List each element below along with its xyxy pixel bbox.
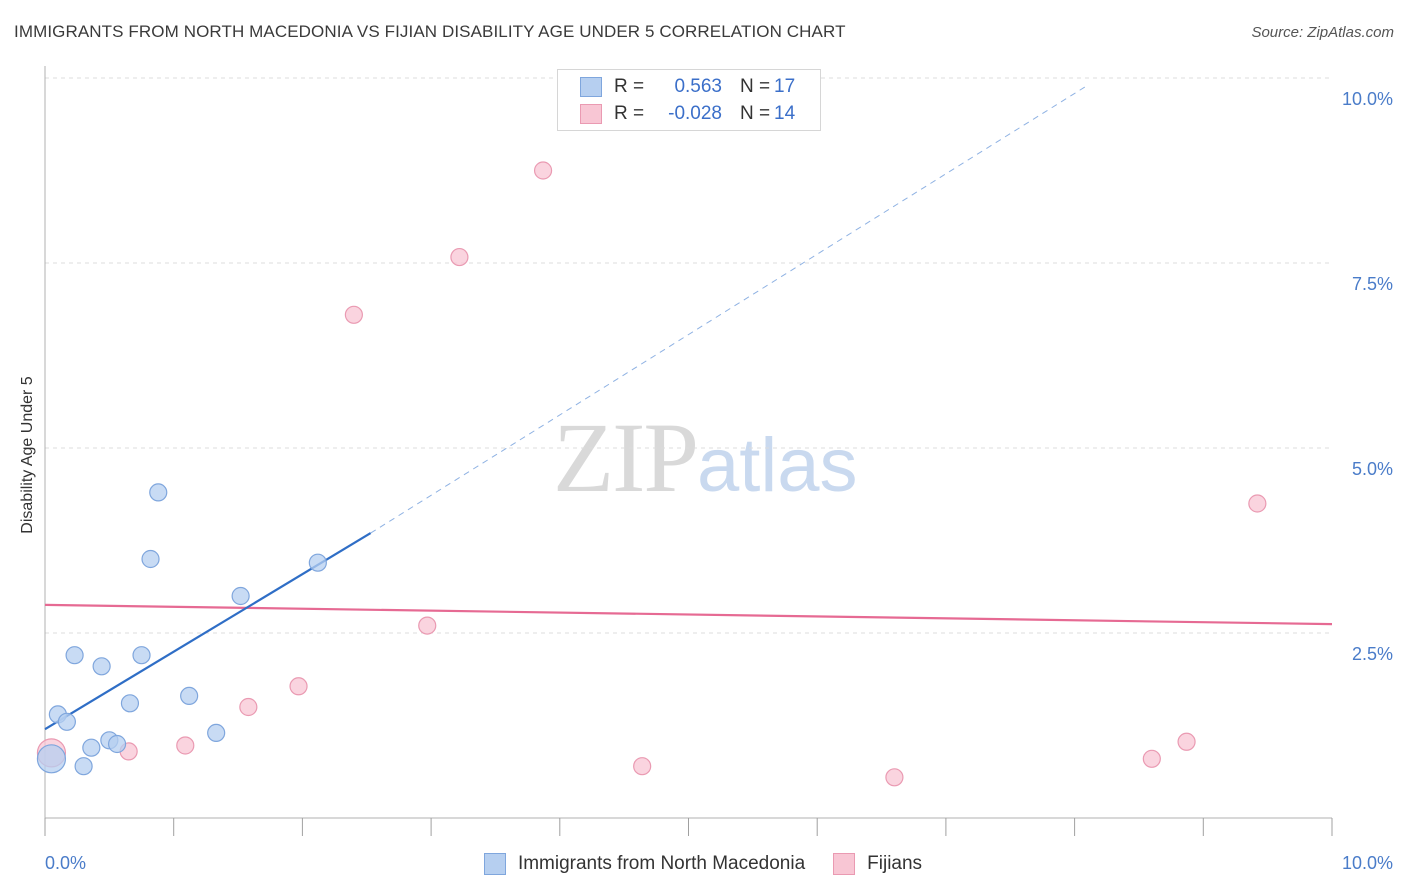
y-tick-label: 7.5% — [1352, 274, 1393, 294]
point-macedonia — [36, 744, 67, 774]
series-legend: Immigrants from North Macedonia Fijians — [0, 852, 1406, 876]
watermark-zip: ZIP — [553, 402, 699, 513]
y-tick-label: 5.0% — [1352, 459, 1393, 479]
series-swatch-blue — [483, 853, 506, 875]
source-credit: Source: ZipAtlas.com — [1251, 24, 1394, 41]
legend-n-label: N = — [740, 103, 771, 124]
point-fijians — [239, 697, 258, 717]
point-fijians — [1177, 732, 1196, 751]
series-legend-macedonia: Immigrants from North Macedonia — [483, 853, 806, 875]
point-macedonia — [107, 734, 127, 754]
point-macedonia — [74, 757, 93, 776]
series-legend-fijians: Fijians — [833, 853, 922, 875]
point-macedonia — [132, 646, 151, 665]
point-macedonia — [231, 586, 250, 606]
point-macedonia — [65, 646, 84, 665]
point-macedonia — [149, 483, 168, 502]
y-tick-label: 2.5% — [1352, 644, 1393, 664]
point-fijians — [885, 768, 904, 787]
chart-title: IMMIGRANTS FROM NORTH MACEDONIA VS FIJIA… — [14, 22, 846, 41]
x-tick-label: 0.0% — [45, 853, 86, 873]
point-fijians — [533, 161, 553, 180]
legend-row-fijians: R = -0.028 N = 14 — [580, 102, 795, 126]
point-fijians — [176, 736, 195, 755]
legend-r-label: R = — [614, 76, 645, 97]
point-macedonia — [92, 657, 111, 676]
legend-n-value: 17 — [774, 76, 796, 97]
point-macedonia — [308, 553, 327, 572]
legend-row-macedonia: R = 0.563 N = 17 — [580, 75, 795, 99]
correlation-legend: R = 0.563 N = 17 R = -0.028 N = 14 — [557, 69, 821, 131]
series-label-fijians: Fijians — [867, 853, 923, 874]
point-macedonia — [82, 738, 101, 757]
y-tick-label: 10.0% — [1342, 89, 1393, 109]
legend-r-value: -0.028 — [668, 103, 722, 124]
point-fijians — [1248, 494, 1267, 513]
watermark: ZIPatlas — [553, 400, 858, 515]
point-fijians — [289, 677, 308, 696]
trend-line-fijians — [44, 603, 1333, 626]
point-macedonia — [207, 723, 226, 743]
series-label-macedonia: Immigrants from North Macedonia — [517, 853, 806, 874]
point-macedonia — [57, 712, 76, 731]
watermark-atlas: atlas — [697, 423, 858, 508]
legend-r-value: 0.563 — [674, 76, 722, 97]
x-tick-label: 10.0% — [1342, 853, 1393, 873]
point-fijians — [633, 757, 652, 776]
point-macedonia — [141, 549, 160, 569]
point-fijians — [418, 616, 437, 635]
legend-r-label: R = — [614, 103, 645, 124]
series-swatch-pink — [833, 853, 856, 875]
point-macedonia — [180, 686, 199, 706]
point-fijians — [344, 305, 363, 324]
legend-n-value: 14 — [774, 103, 796, 124]
trend-line-macedonia-extension — [370, 84, 1088, 534]
point-macedonia — [120, 694, 140, 713]
point-fijians — [450, 247, 469, 267]
legend-swatch-pink — [580, 104, 602, 124]
legend-n-label: N = — [740, 76, 771, 97]
point-fijians — [1142, 749, 1161, 768]
legend-swatch-blue — [580, 77, 602, 97]
